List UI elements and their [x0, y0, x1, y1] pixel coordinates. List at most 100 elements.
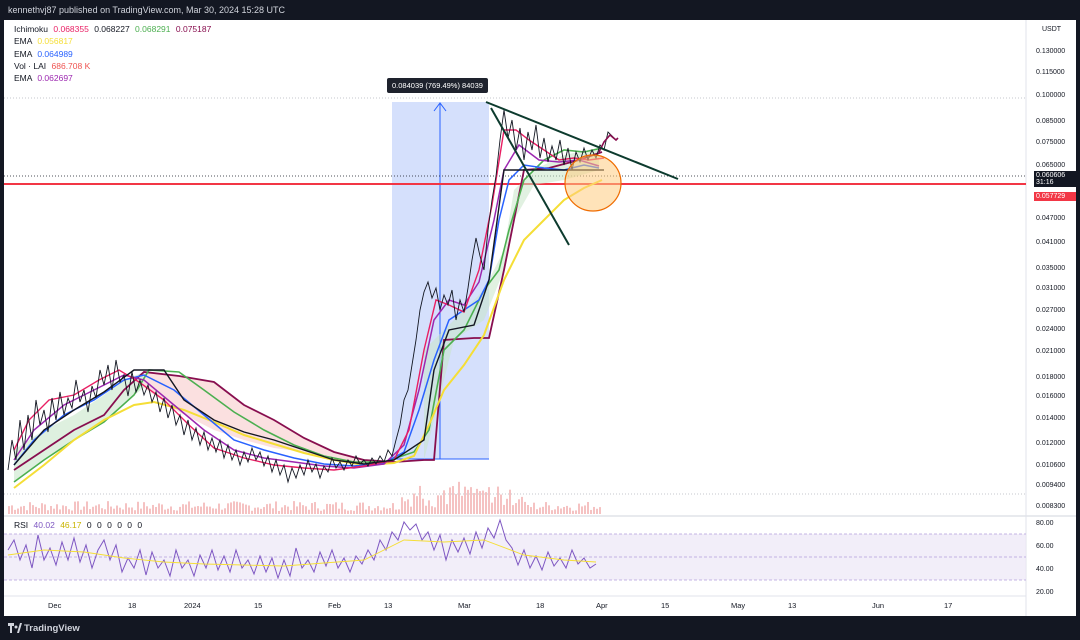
price-tick-label: 0.047000	[1036, 215, 1065, 222]
bar-countdown: 31:16	[1036, 179, 1054, 186]
time-tick-label: 18	[128, 601, 136, 610]
volume-bar	[29, 502, 31, 514]
volume-bar	[260, 508, 262, 514]
volume-bar	[407, 499, 409, 514]
volume-bar	[167, 508, 169, 514]
volume-bar	[128, 507, 130, 514]
publish-header: kennethvj87 published on TradingView.com…	[0, 0, 1080, 20]
volume-bar	[134, 510, 136, 514]
trendline-upper[interactable]	[485, 101, 679, 180]
volume-bar	[158, 503, 160, 514]
volume-bar	[569, 507, 571, 514]
volume-bar	[482, 490, 484, 514]
volume-bar	[62, 505, 64, 514]
chart-area[interactable]: 0.130000 0.115000 0.100000 0.085000 0.07…	[4, 20, 1076, 616]
highlight-circle[interactable]	[564, 154, 622, 212]
volume-bar	[452, 486, 454, 514]
volume-bar	[362, 502, 364, 514]
legend-ichimoku[interactable]: Ichimoku 0.068355 0.068227 0.068291 0.07…	[14, 23, 211, 35]
volume-bar	[146, 506, 148, 514]
legend-ema-label: EMA	[14, 73, 32, 84]
legend-ema-blue[interactable]: EMA 0.064989	[14, 48, 211, 60]
volume-bar	[185, 504, 187, 514]
volume-bar	[173, 510, 175, 514]
price-tick-label: 0.130000	[1036, 48, 1065, 55]
volume-bar	[491, 502, 493, 514]
price-tick-label: 0.016000	[1036, 393, 1065, 400]
rsi-tick-label: 40.00	[1036, 566, 1054, 573]
volume-bar	[11, 505, 13, 514]
volume-bar	[338, 508, 340, 514]
time-tick-label: 18	[536, 601, 544, 610]
volume-bar	[413, 493, 415, 514]
volume-bar	[356, 505, 358, 514]
volume-bar	[293, 501, 295, 514]
price-tick-label: 0.027000	[1036, 307, 1065, 314]
legend-ema-yellow[interactable]: EMA 0.056817	[14, 35, 211, 47]
recent-price-tail	[598, 133, 619, 153]
volume-bar	[467, 489, 469, 514]
current-price-tag: 0.060606 31:16	[1034, 171, 1076, 187]
volume-bar	[383, 507, 385, 514]
volume-bar	[419, 485, 421, 514]
legend-volume[interactable]: Vol · LAI 686.708 K	[14, 60, 211, 72]
volume-bar	[578, 503, 580, 514]
time-tick-label: 2024	[184, 601, 201, 610]
volume-bar	[149, 508, 151, 514]
measure-label: 0.084039 (769.49%) 84039	[387, 78, 488, 93]
volume-bar	[296, 506, 298, 514]
price-tick-label: 0.009400	[1036, 482, 1065, 489]
volume-bar	[443, 490, 445, 514]
price-tick-label: 0.012000	[1036, 440, 1065, 447]
volume-bar	[242, 503, 244, 514]
price-axis[interactable]: 0.130000 0.115000 0.100000 0.085000 0.07…	[1036, 48, 1065, 510]
time-axis[interactable]: Dec 18 2024 15 Feb 13 Mar 18 Apr 15 May …	[48, 601, 952, 610]
volume-bar	[98, 504, 100, 514]
volume-bar	[206, 506, 208, 514]
indicator-legend[interactable]: Ichimoku 0.068355 0.068227 0.068291 0.07…	[14, 23, 211, 84]
legend-volume-label: Vol · LAI	[14, 60, 47, 71]
legend-ichimoku-kijun: 0.068227	[94, 24, 130, 34]
rsi-tick-label: 60.00	[1036, 543, 1054, 550]
legend-ichimoku-tenkan: 0.068355	[53, 24, 89, 34]
volume-bar	[368, 506, 370, 514]
volume-bar	[377, 506, 379, 514]
volume-bar	[257, 507, 259, 514]
ichimoku-cloud-bullish	[424, 148, 599, 460]
volume-bar	[122, 509, 124, 514]
volume-bar	[314, 502, 316, 514]
price-tick-label: 0.018000	[1036, 374, 1065, 381]
volume-bar	[440, 495, 442, 514]
footer-brand[interactable]: TradingView	[24, 623, 80, 634]
volume-bar	[155, 506, 157, 514]
price-tick-label: 0.024000	[1036, 326, 1065, 333]
trendline-lower[interactable]	[490, 107, 570, 246]
volume-bar	[77, 501, 79, 514]
volume-bar	[107, 501, 109, 514]
volume-bar	[512, 505, 514, 514]
volume-bar	[74, 501, 76, 514]
time-tick-label: Dec	[48, 601, 62, 610]
legend-ema-value: 0.056817	[37, 36, 73, 47]
price-tick-label: 0.021000	[1036, 348, 1065, 355]
volume-bar	[344, 509, 346, 514]
rsi-legend[interactable]: RSI 40.02 46.17 0 0 0 0 0 0	[14, 520, 142, 530]
volume-bar	[299, 502, 301, 514]
legend-ema-purple[interactable]: EMA 0.062697	[14, 72, 211, 84]
volume-bar	[350, 510, 352, 514]
rsi-axis[interactable]: 80.00 60.00 40.00 20.00	[1036, 520, 1054, 596]
chart-svg[interactable]: 0.130000 0.115000 0.100000 0.085000 0.07…	[4, 20, 1076, 616]
volume-bar	[416, 496, 418, 514]
volume-bar	[584, 505, 586, 514]
time-tick-label: Mar	[458, 601, 471, 610]
volume-bar	[281, 507, 283, 514]
volume-bar	[137, 501, 139, 514]
volume-bar	[140, 508, 142, 514]
volume-bar	[401, 497, 403, 514]
volume-bar	[320, 510, 322, 514]
volume-bar	[521, 496, 523, 514]
price-tick-label: 0.065000	[1036, 162, 1065, 169]
volume-bar	[392, 503, 394, 514]
volume-bar	[599, 507, 601, 514]
volume-bar	[224, 508, 226, 514]
